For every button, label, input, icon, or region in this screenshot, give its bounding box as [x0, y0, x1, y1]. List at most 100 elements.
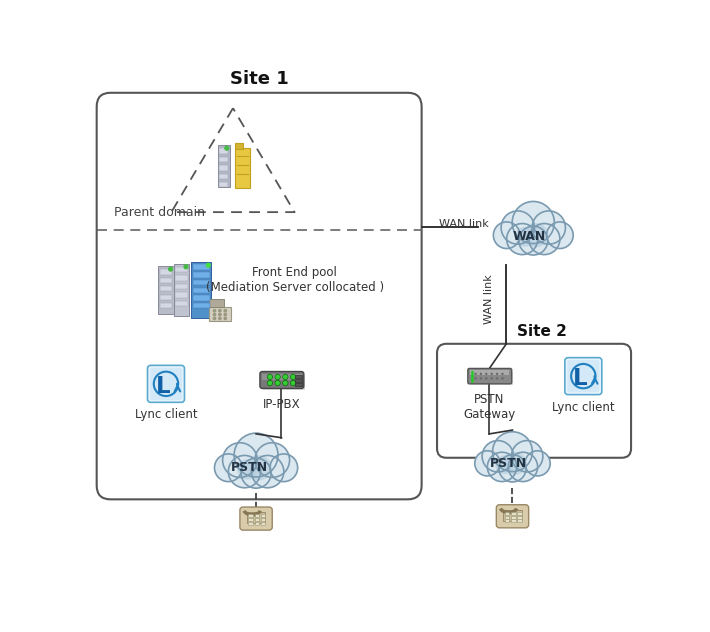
- Bar: [192, 262, 212, 318]
- Circle shape: [493, 222, 520, 248]
- Bar: [261, 514, 266, 517]
- Circle shape: [267, 374, 273, 380]
- Bar: [209, 299, 224, 307]
- Circle shape: [275, 374, 280, 380]
- Text: WAN link: WAN link: [484, 274, 494, 324]
- Bar: [158, 266, 174, 313]
- Text: WAN: WAN: [513, 229, 546, 243]
- Circle shape: [224, 310, 226, 312]
- Circle shape: [267, 380, 273, 386]
- Bar: [193, 288, 210, 293]
- Text: L: L: [573, 367, 588, 390]
- Bar: [247, 513, 266, 523]
- Bar: [511, 520, 515, 523]
- Bar: [219, 157, 229, 162]
- Text: Lync client: Lync client: [135, 408, 197, 422]
- Bar: [248, 521, 253, 525]
- FancyBboxPatch shape: [148, 365, 185, 403]
- Circle shape: [219, 317, 221, 320]
- Circle shape: [532, 211, 565, 244]
- Bar: [193, 280, 210, 285]
- Circle shape: [499, 454, 526, 482]
- Bar: [248, 518, 253, 521]
- Circle shape: [213, 317, 216, 320]
- Bar: [174, 264, 189, 316]
- Circle shape: [508, 453, 537, 482]
- Text: L: L: [155, 375, 170, 398]
- FancyBboxPatch shape: [260, 372, 304, 389]
- Text: PSTN: PSTN: [231, 461, 268, 473]
- Circle shape: [246, 455, 272, 480]
- Bar: [219, 182, 229, 188]
- Circle shape: [471, 371, 474, 374]
- Circle shape: [503, 452, 527, 475]
- Circle shape: [501, 373, 503, 375]
- Circle shape: [234, 433, 278, 477]
- Text: Site 1: Site 1: [230, 70, 288, 88]
- FancyBboxPatch shape: [567, 360, 599, 392]
- Bar: [160, 295, 172, 300]
- Bar: [517, 520, 522, 523]
- Circle shape: [471, 378, 474, 380]
- Bar: [160, 269, 172, 274]
- Circle shape: [507, 224, 537, 255]
- Bar: [248, 514, 253, 517]
- Circle shape: [471, 380, 474, 383]
- FancyBboxPatch shape: [565, 358, 602, 394]
- Circle shape: [524, 223, 548, 247]
- Bar: [175, 276, 187, 281]
- Bar: [471, 372, 513, 386]
- Text: WAN link: WAN link: [439, 219, 488, 229]
- Bar: [160, 303, 172, 308]
- Circle shape: [224, 317, 226, 320]
- FancyBboxPatch shape: [150, 368, 182, 400]
- FancyBboxPatch shape: [496, 505, 529, 528]
- Circle shape: [213, 313, 216, 316]
- Circle shape: [219, 313, 221, 316]
- Circle shape: [474, 373, 476, 375]
- Text: Parent domain: Parent domain: [114, 207, 204, 219]
- Circle shape: [207, 264, 210, 267]
- Text: Site 2: Site 2: [517, 324, 567, 339]
- Circle shape: [501, 377, 503, 380]
- Circle shape: [480, 373, 482, 375]
- Text: PSTN: PSTN: [490, 457, 528, 470]
- Circle shape: [283, 374, 288, 380]
- Circle shape: [525, 451, 550, 476]
- Bar: [160, 286, 172, 291]
- Bar: [262, 374, 302, 380]
- Text: Lync client: Lync client: [552, 401, 615, 414]
- Bar: [470, 370, 509, 375]
- Circle shape: [485, 373, 488, 375]
- Circle shape: [501, 211, 535, 244]
- Bar: [234, 143, 243, 149]
- Circle shape: [496, 373, 498, 375]
- Bar: [175, 267, 187, 272]
- Circle shape: [471, 375, 474, 379]
- Bar: [511, 512, 515, 514]
- Circle shape: [184, 265, 188, 269]
- Circle shape: [213, 310, 216, 312]
- Bar: [219, 174, 229, 179]
- Circle shape: [487, 453, 517, 482]
- Circle shape: [237, 459, 258, 480]
- Bar: [517, 512, 522, 514]
- Circle shape: [519, 226, 547, 255]
- Bar: [175, 301, 187, 306]
- Bar: [175, 284, 187, 289]
- Circle shape: [270, 454, 297, 482]
- FancyBboxPatch shape: [240, 507, 272, 530]
- Bar: [505, 520, 509, 523]
- Circle shape: [474, 377, 476, 380]
- Circle shape: [512, 202, 555, 243]
- Bar: [193, 264, 210, 270]
- Bar: [175, 292, 187, 298]
- Circle shape: [495, 456, 514, 474]
- Circle shape: [491, 373, 493, 375]
- Circle shape: [290, 380, 296, 386]
- Bar: [503, 510, 522, 521]
- Bar: [193, 295, 210, 301]
- Circle shape: [241, 458, 271, 488]
- Bar: [295, 375, 302, 378]
- Text: PSTN
Gateway: PSTN Gateway: [463, 393, 515, 421]
